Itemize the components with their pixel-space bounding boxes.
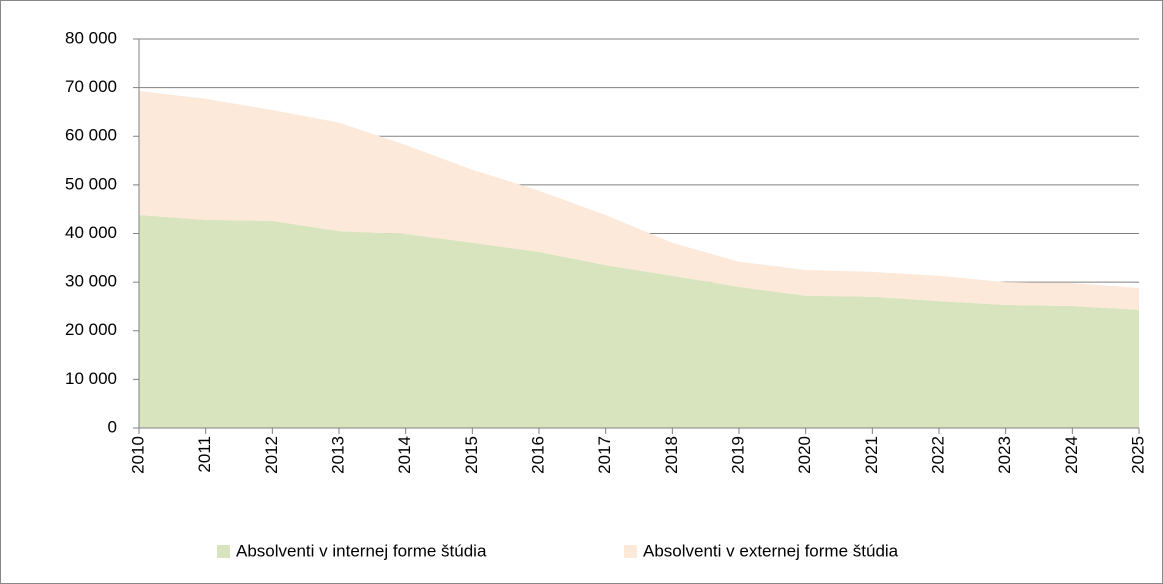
y-tick-label: 10 000 [65,369,117,388]
x-tick-label: 2013 [328,436,347,474]
x-tick-label: 2019 [728,436,747,474]
x-tick-label: 2010 [128,436,147,474]
legend-swatch [217,545,230,558]
x-tick-label: 2012 [262,436,281,474]
y-tick-label: 30 000 [65,272,117,291]
legend-label: Absolventi v internej forme štúdia [236,541,487,560]
y-tick-label: 80 000 [65,28,117,47]
y-tick-label: 40 000 [65,223,117,242]
x-tick-label: 2011 [195,436,214,473]
area [139,215,1139,428]
x-tick-label: 2025 [1128,436,1147,474]
x-tick-label: 2022 [928,436,947,474]
y-tick-label: 0 [108,417,117,436]
x-tick-label: 2023 [995,436,1014,474]
legend-label: Absolventi v externej forme štúdia [643,541,899,560]
x-tick-label: 2016 [528,436,547,474]
x-tick-label: 2024 [1062,436,1081,474]
y-tick-label: 70 000 [65,77,117,96]
area [139,91,1139,310]
x-tick-label: 2015 [462,436,481,474]
x-tick-label: 2014 [395,436,414,474]
y-tick-label: 20 000 [65,320,117,339]
y-tick-label: 60 000 [65,126,117,145]
y-tick-label: 50 000 [65,174,117,193]
x-tick-label: 2021 [862,436,881,474]
x-tick-label: 2018 [662,436,681,474]
x-tick-label: 2017 [595,436,614,474]
x-tick-label: 2020 [795,436,814,474]
legend-swatch [624,545,637,558]
